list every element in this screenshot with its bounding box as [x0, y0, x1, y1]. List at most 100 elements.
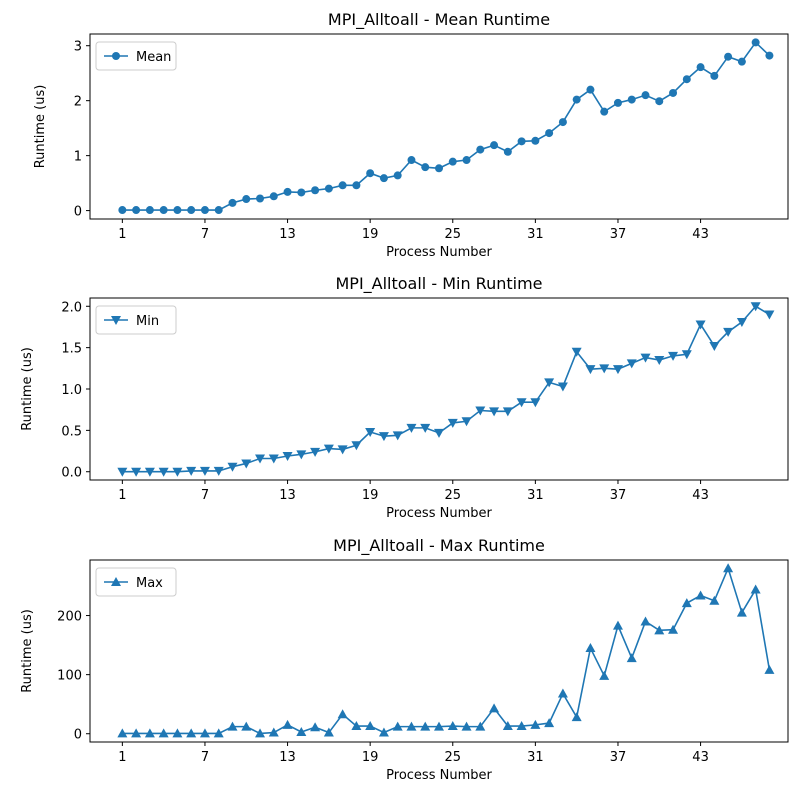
legend-box	[95, 305, 177, 335]
x-tick-label: 37	[610, 488, 627, 503]
y-tick-label: 0	[74, 728, 82, 743]
data-point	[655, 97, 664, 106]
x-axis-label: Process Number	[386, 768, 492, 783]
data-point	[530, 398, 541, 408]
data-point	[586, 85, 595, 94]
data-point	[696, 63, 705, 72]
data-point	[282, 452, 293, 462]
data-point	[158, 467, 169, 477]
data-point	[502, 721, 513, 731]
data-point	[352, 181, 361, 190]
y-tick-label: 0.0	[61, 466, 82, 481]
data-point	[612, 365, 623, 375]
data-point	[599, 364, 610, 374]
data-point	[282, 719, 293, 729]
x-tick-label: 31	[527, 750, 544, 765]
data-point	[187, 206, 196, 215]
x-tick-label: 7	[201, 488, 209, 503]
data-point	[323, 444, 334, 454]
data-point	[600, 107, 609, 116]
data-point	[489, 703, 500, 713]
data-point	[311, 186, 320, 195]
data-point	[296, 726, 307, 736]
data-point	[379, 174, 388, 183]
data-point	[228, 198, 237, 207]
data-point	[378, 432, 389, 442]
data-point	[736, 317, 747, 327]
data-point	[255, 728, 266, 738]
data-point	[351, 441, 362, 451]
data-point	[737, 57, 746, 66]
legend-label: Min	[136, 314, 159, 329]
y-tick-label: 1.5	[61, 342, 82, 357]
data-point	[214, 206, 223, 215]
data-point	[668, 351, 679, 361]
data-point	[310, 447, 321, 457]
x-tick-label: 19	[362, 227, 379, 242]
legend-marker	[112, 52, 120, 60]
data-point	[654, 625, 665, 635]
legend-box	[95, 41, 177, 71]
data-point	[173, 206, 182, 215]
data-point	[585, 643, 596, 653]
chart-title: MPI_Alltoall - Min Runtime	[335, 274, 542, 294]
x-tick-label: 1	[118, 488, 126, 503]
data-point	[158, 728, 169, 738]
data-point	[682, 75, 691, 84]
x-axis-label: Process Number	[386, 245, 492, 260]
legend-box	[95, 567, 177, 597]
data-point	[323, 727, 334, 737]
data-point	[709, 595, 720, 605]
data-point	[256, 194, 265, 203]
data-point	[557, 688, 568, 698]
x-tick-label: 25	[444, 488, 461, 503]
data-point	[118, 206, 127, 215]
data-point	[668, 624, 679, 634]
data-point	[695, 320, 706, 330]
plot-frame	[89, 559, 789, 743]
data-point	[736, 607, 747, 617]
data-point	[351, 721, 362, 731]
data-point	[640, 353, 651, 363]
data-point	[503, 147, 512, 156]
data-point	[585, 365, 596, 375]
data-point	[406, 423, 417, 433]
x-tick-label: 7	[201, 750, 209, 765]
data-point	[681, 350, 692, 360]
data-point	[641, 91, 650, 100]
data-point	[723, 563, 734, 573]
legend-marker	[111, 577, 121, 586]
data-point	[213, 466, 224, 476]
data-point	[447, 418, 458, 428]
data-point	[613, 98, 622, 107]
data-point	[435, 164, 443, 173]
data-point	[172, 728, 183, 738]
data-point	[117, 467, 128, 477]
data-point	[750, 584, 761, 594]
data-point	[545, 129, 554, 138]
data-point	[751, 38, 760, 47]
y-tick-label: 100	[57, 669, 82, 684]
data-point	[338, 181, 347, 190]
chart-title: MPI_Alltoall - Max Runtime	[333, 536, 545, 556]
x-tick-label: 1	[118, 227, 126, 242]
data-point	[268, 454, 279, 464]
data-point	[517, 137, 526, 146]
data-point	[337, 445, 348, 455]
y-tick-label: 2	[74, 95, 82, 110]
data-point	[724, 52, 733, 61]
data-point	[764, 310, 775, 320]
data-point	[199, 728, 210, 738]
data-point	[393, 171, 402, 180]
data-point	[447, 721, 458, 731]
data-point	[227, 462, 238, 472]
data-point	[310, 722, 321, 732]
series-line	[122, 41, 770, 211]
data-point	[448, 157, 457, 166]
y-tick-label: 200	[57, 610, 82, 625]
x-tick-label: 13	[279, 750, 296, 765]
data-point	[710, 71, 719, 80]
data-point	[378, 727, 389, 737]
data-point	[681, 598, 692, 608]
